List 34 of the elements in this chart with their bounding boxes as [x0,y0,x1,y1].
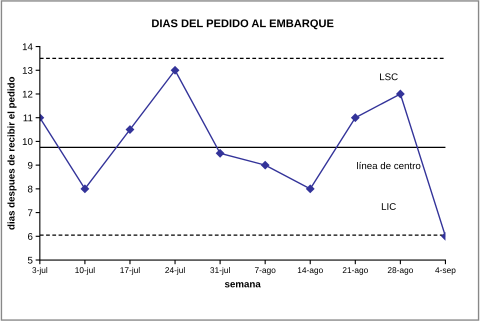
ref-line-label: LIC [382,203,396,210]
ref-line-label: línea de centro [357,162,420,170]
point [126,125,134,134]
x-axis-title: semana [224,282,261,288]
y-tick-label: 7 [28,209,32,216]
point [396,90,405,98]
x-tick-label: 14-ago [298,267,323,275]
chart-title: DIAS DEL PEDIDO AL EMBARQUE [152,19,334,30]
x-tick-label: 28-ago [388,267,413,275]
point [216,149,224,158]
point [80,184,90,193]
x-tick-label: 10-jul [75,266,95,275]
point [261,161,270,170]
y-tick-label: 9 [28,162,32,169]
y-tick-label: 13 [22,66,32,74]
x-tick-label: 3-jul [32,266,48,275]
x-tick-label: 24-jul [165,266,185,275]
x-tick-label: 4-sep [435,267,456,275]
y-tick-label: 14 [22,43,33,50]
x-tick-label: 31-jul [210,266,230,275]
y-tick-label: 10 [22,138,33,146]
y-tick-label: 11 [24,114,32,122]
x-tick-label: 17-jul [120,266,140,275]
x-tick-label: 7-ago [254,267,276,275]
point [351,114,360,122]
y-tick-label: 8 [28,186,32,192]
y-tick-label: 5 [28,256,32,264]
y-tick-label: 12 [22,90,32,98]
ref-line-label: LSC [380,73,398,80]
point [170,66,180,74]
y-tick-label: 6 [28,233,32,240]
x-tick-label: 21-ago [342,267,368,275]
y-axis-title: dias despues de recibir el pedido [7,76,17,230]
point [306,184,314,193]
